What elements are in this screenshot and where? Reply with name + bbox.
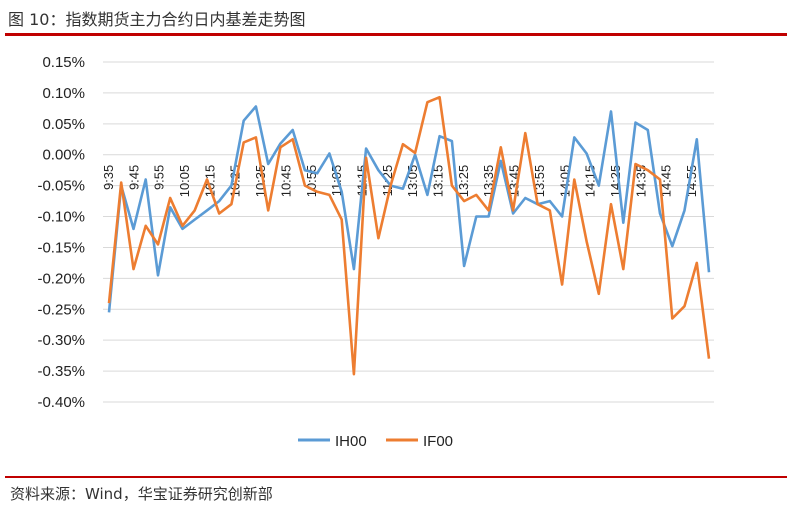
legend: IH00 IF00 — [298, 433, 453, 450]
bottom-rule — [5, 476, 787, 478]
x-tick-label: 10:45 — [278, 165, 293, 198]
x-tick-label: 13:05 — [405, 165, 420, 198]
x-tick-label: 9:45 — [126, 165, 141, 190]
legend-label: IF00 — [423, 433, 453, 450]
x-tick-label: 14:45 — [659, 165, 674, 198]
legend-item-ih00: IH00 — [298, 433, 367, 450]
x-tick-label: 14:15 — [583, 165, 598, 198]
y-tick-label: -0.10% — [37, 209, 85, 226]
y-axis-tick-labels: 0.15% 0.10% 0.05% 0.00% -0.05% -0.10% -0.15% -0… — [37, 54, 85, 411]
y-tick-label: 0.10% — [42, 85, 85, 102]
x-axis-tick-labels: 9:35 9:45 9:55 10:05 10:15 10:25 10:35 10:45 10:… — [101, 165, 699, 198]
line-chart: 0.15% 0.10% 0.05% 0.00% -0.05% -0.10% -0.15% -0… — [37, 54, 714, 450]
x-tick-label: 9:55 — [152, 165, 167, 190]
y-tick-label: -0.40% — [37, 394, 85, 411]
top-rule — [5, 33, 787, 36]
series-lines — [107, 95, 711, 376]
legend-item-if00: IF00 — [386, 433, 453, 450]
y-tick-label: 0.00% — [42, 147, 85, 164]
y-tick-label: 0.15% — [42, 54, 85, 71]
y-tick-label: -0.20% — [37, 270, 85, 287]
x-tick-label: 10:15 — [202, 165, 217, 198]
y-tick-label: 0.05% — [42, 116, 85, 133]
x-tick-label: 10:05 — [177, 165, 192, 198]
grid-lines — [103, 61, 714, 403]
legend-label: IH00 — [335, 433, 367, 450]
series-line-ih00 — [107, 105, 711, 313]
x-tick-label: 13:25 — [456, 165, 471, 198]
x-tick-label: 13:15 — [431, 165, 446, 198]
x-tick-label: 14:35 — [633, 165, 648, 198]
y-tick-label: -0.30% — [37, 332, 85, 349]
figure-source: 资料来源：Wind，华宝证券研究创新部 — [10, 485, 273, 503]
y-tick-label: -0.25% — [37, 301, 85, 318]
y-tick-label: -0.35% — [37, 363, 85, 380]
figure-title: 图 10：指数期货主力合约日内基差走势图 — [8, 10, 306, 29]
series-line-if00 — [107, 95, 711, 376]
y-tick-label: -0.05% — [37, 178, 85, 195]
y-tick-label: -0.15% — [37, 239, 85, 256]
x-tick-label: 9:35 — [101, 165, 116, 190]
